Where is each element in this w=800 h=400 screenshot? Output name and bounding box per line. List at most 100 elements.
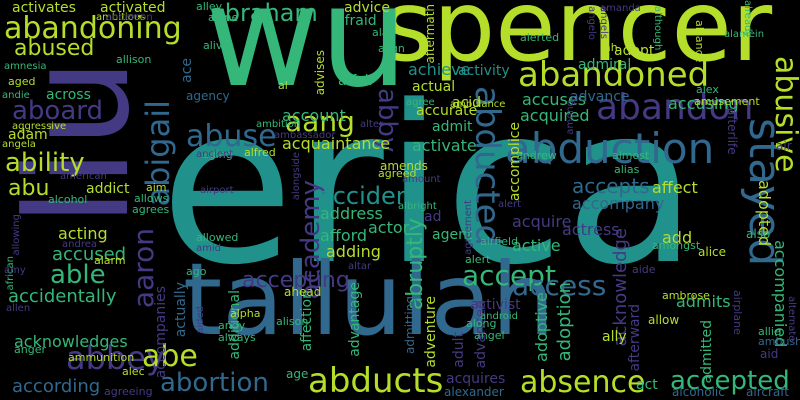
- word: alive: [203, 39, 230, 52]
- word: android: [480, 311, 518, 322]
- word: advice: [344, 0, 390, 16]
- word: angelo: [586, 6, 597, 40]
- word: alcohol: [48, 193, 88, 206]
- word: anderson: [106, 12, 153, 23]
- word: angela: [2, 139, 36, 150]
- word: ad: [424, 209, 442, 225]
- word: accepted: [670, 366, 790, 396]
- word: ace: [179, 58, 195, 83]
- word: ally: [602, 329, 627, 345]
- word: acknowledges: [14, 332, 128, 351]
- word: angel: [474, 329, 505, 342]
- word: afterward: [627, 304, 643, 372]
- word: always: [218, 331, 256, 344]
- word: achieve: [408, 60, 471, 79]
- word: angels: [598, 6, 609, 39]
- word: advantage: [347, 282, 363, 357]
- word: afterlife: [725, 108, 739, 155]
- word: age: [286, 367, 309, 381]
- word: adventure: [423, 296, 439, 368]
- word: wu: [205, 0, 409, 119]
- word: alternate: [786, 296, 797, 342]
- word: aang: [285, 105, 355, 138]
- word: alias: [614, 163, 640, 176]
- word: allison: [116, 53, 152, 66]
- word: accepting: [242, 268, 350, 293]
- word: accidentally: [8, 286, 117, 307]
- word: acquired: [520, 106, 590, 125]
- word: american: [60, 171, 107, 182]
- word: activates: [12, 0, 76, 16]
- word: agree: [406, 97, 435, 108]
- word: abused: [14, 36, 95, 61]
- word: albright: [398, 201, 437, 212]
- word: ability: [5, 148, 85, 178]
- word: afford: [320, 226, 368, 245]
- word: allie: [758, 325, 781, 338]
- word: affect: [652, 178, 698, 197]
- word: acid: [452, 95, 482, 111]
- word: ambitious: [96, 12, 146, 23]
- word: admits: [676, 292, 731, 311]
- word: adam: [8, 127, 48, 143]
- word: allen: [6, 303, 31, 314]
- word: adopted: [755, 180, 774, 247]
- word: air: [776, 139, 792, 153]
- word: aid: [760, 347, 779, 361]
- word: ammunition: [68, 351, 135, 364]
- word: agreeing: [104, 385, 153, 398]
- word: amid: [196, 243, 221, 254]
- word: alec: [122, 365, 145, 378]
- word: acquire: [512, 212, 572, 231]
- word: abandoning: [4, 11, 182, 46]
- word: ahead: [284, 285, 322, 299]
- word: accuses: [522, 90, 587, 109]
- word: andrew: [516, 149, 557, 162]
- word: affair: [338, 73, 375, 89]
- word: among: [565, 100, 576, 135]
- word: alison: [276, 315, 309, 328]
- word: amongst: [652, 239, 701, 252]
- word: adoptive: [532, 292, 551, 362]
- word: ambrose: [662, 289, 710, 302]
- word: although: [652, 6, 663, 51]
- word: alarm: [94, 254, 126, 267]
- word: act: [636, 377, 658, 393]
- word: afraid: [336, 13, 377, 29]
- word: adult: [451, 332, 467, 368]
- word: aircraft: [746, 385, 789, 399]
- word: ambassador: [274, 130, 336, 141]
- word: amnesia: [4, 61, 47, 72]
- word: alerted: [520, 31, 560, 44]
- word: agreement: [463, 200, 474, 255]
- word: abandoned: [518, 55, 710, 95]
- word: abu: [8, 176, 50, 201]
- word: admitting: [403, 296, 417, 354]
- word: aftermath: [423, 4, 437, 64]
- word: accept: [462, 259, 556, 292]
- word: abuse: [186, 119, 277, 154]
- word: alexander: [444, 385, 504, 399]
- word: abusive: [768, 56, 800, 173]
- word: alliance: [693, 20, 706, 63]
- word: allowing: [11, 214, 22, 256]
- word: abbey: [66, 339, 165, 377]
- word: account: [282, 106, 346, 125]
- word: alfred: [244, 146, 276, 159]
- word: accused: [52, 244, 127, 265]
- word: alpha: [230, 307, 261, 320]
- word: amount: [402, 174, 441, 185]
- word: adoption: [554, 282, 575, 362]
- word: ah: [604, 41, 618, 54]
- word: also: [746, 227, 771, 241]
- word: amy: [4, 265, 26, 276]
- word: absence: [520, 365, 646, 400]
- word: abortion: [160, 368, 269, 398]
- word: ago: [186, 265, 207, 278]
- word: admit: [432, 119, 473, 135]
- word: acquaintance: [282, 134, 391, 153]
- word: al: [278, 79, 288, 92]
- word: airport: [200, 185, 234, 196]
- word: adding: [326, 242, 381, 261]
